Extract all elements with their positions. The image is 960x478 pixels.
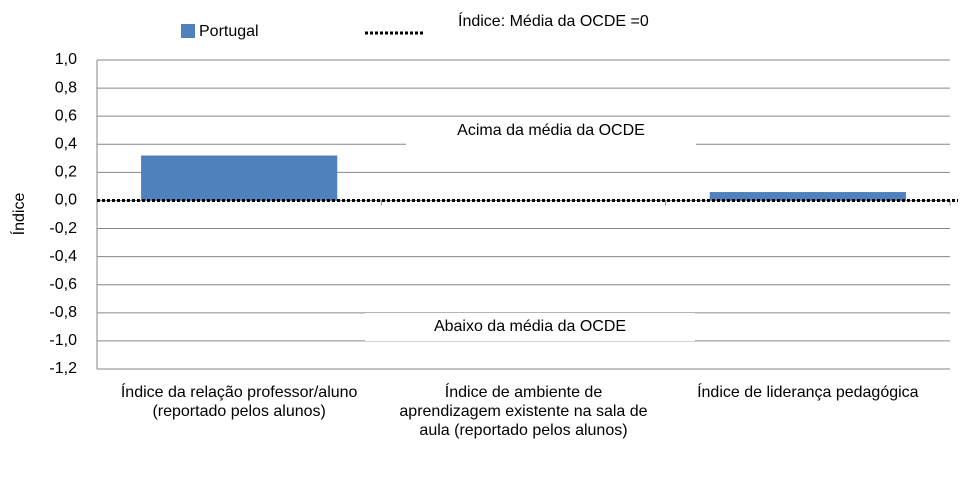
x-tick-label: Índice da relação professor/aluno (repor… <box>120 384 358 420</box>
y-tick-label: -0,6 <box>49 276 77 293</box>
y-tick-label: -1,0 <box>49 332 77 349</box>
x-tick-label: Índice de ambiente de aprendizagem exist… <box>399 384 648 439</box>
y-tick-label: 0,4 <box>55 135 77 152</box>
y-tick-label: -1,2 <box>49 360 77 377</box>
y-tick-label: 0,6 <box>55 107 77 124</box>
bar <box>141 155 338 201</box>
y-tick-label: 0,8 <box>55 79 77 96</box>
annotation-box <box>365 313 695 341</box>
y-tick-label: -0,4 <box>49 248 77 265</box>
annotation: Abaixo da média da OCDE <box>434 318 626 335</box>
y-tick-label: 1,0 <box>55 51 77 68</box>
y-tick-label: -0,2 <box>49 220 77 237</box>
y-tick-label: 0,2 <box>55 164 77 181</box>
y-tick-label: 0,0 <box>55 192 77 209</box>
annotation-box <box>406 117 696 145</box>
y-tick-label: -0,8 <box>49 304 77 321</box>
bar <box>709 192 906 201</box>
annotation: Acima da média da OCDE <box>457 122 645 139</box>
y-axis-label: Índice <box>9 193 28 236</box>
legend-swatch <box>181 24 195 38</box>
legend-label: Portugal <box>199 23 259 40</box>
legend-label: Índice: Média da OCDE =0 <box>458 11 649 30</box>
x-tick-label: Índice de liderança pedagógica <box>697 384 919 401</box>
